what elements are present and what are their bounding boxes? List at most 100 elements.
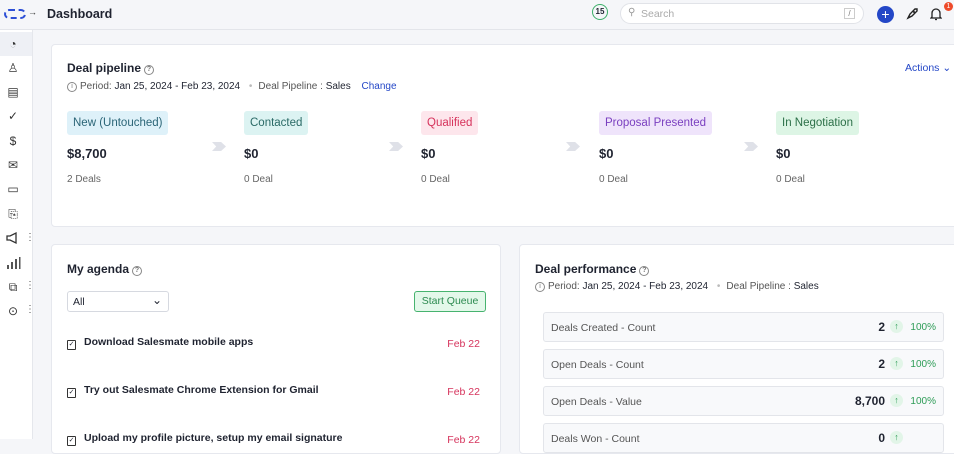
metric-change: 100% bbox=[910, 396, 936, 407]
deal-pipeline-card: Deal pipeline? i Period: Jan 25, 2024 - F… bbox=[51, 44, 954, 227]
conversations-icon[interactable]: ⧉ bbox=[8, 280, 18, 294]
task-title: Try out Salesmate Chrome Extension for G… bbox=[84, 384, 319, 396]
add-button[interactable]: + bbox=[877, 6, 894, 23]
more-menu-icon[interactable]: ⋮ bbox=[25, 304, 35, 315]
deal-performance-title-text: Deal performance bbox=[535, 262, 637, 276]
counter-badge[interactable]: 15 bbox=[592, 4, 608, 20]
metric-value: 0 bbox=[878, 431, 885, 445]
help-icon[interactable]: ? bbox=[132, 266, 143, 276]
stage-arrow-icon bbox=[389, 142, 403, 151]
agenda-filter-select[interactable]: All ⌄ bbox=[67, 291, 169, 312]
reports-icon[interactable] bbox=[5, 255, 21, 271]
campaigns-icon[interactable] bbox=[5, 230, 21, 246]
logo-icon bbox=[4, 9, 26, 19]
stage-count: 0 Deal bbox=[599, 174, 628, 185]
start-queue-button[interactable]: Start Queue bbox=[414, 291, 486, 312]
task-due-date: Feb 22 bbox=[447, 338, 480, 350]
search-shortcut: / bbox=[844, 8, 855, 19]
info-icon: i bbox=[535, 282, 545, 292]
period-label: Period: bbox=[548, 281, 580, 292]
inbox-icon[interactable]: ▭ bbox=[7, 182, 19, 196]
task-checklist-icon: ✓ bbox=[67, 340, 76, 350]
sidebar-active-bg bbox=[0, 32, 32, 56]
task-item[interactable]: ✓ Upload my profile picture, setup my ema… bbox=[67, 432, 342, 446]
stage-arrow-icon bbox=[744, 142, 758, 151]
deal-pipeline-title-text: Deal pipeline bbox=[67, 61, 142, 75]
metric-value: 8,700 bbox=[854, 394, 885, 408]
performance-row[interactable]: Open Deals - Value 8,700 ↑ 100% bbox=[543, 386, 944, 416]
arrow-up-icon: ↑ bbox=[890, 357, 903, 370]
separator-dot: • bbox=[716, 281, 721, 292]
task-item[interactable]: ✓ Download Salesmate mobile apps bbox=[67, 336, 253, 350]
my-agenda-card: My agenda? All ⌄ Start Queue ✓ Download S… bbox=[51, 244, 501, 454]
task-due-date: Feb 22 bbox=[447, 434, 480, 446]
bell-icon[interactable] bbox=[930, 7, 942, 21]
pipeline-label: Deal Pipeline : bbox=[258, 81, 323, 92]
rocket-icon[interactable] bbox=[905, 7, 919, 21]
performance-row[interactable]: Deals Created - Count 2 ↑ 100% bbox=[543, 312, 944, 342]
deal-performance-title: Deal performance? bbox=[535, 262, 650, 276]
task-due-date: Feb 22 bbox=[447, 386, 480, 398]
search-input[interactable]: Search bbox=[641, 8, 675, 20]
performance-row[interactable]: Deals Won - Count 0 ↑ bbox=[543, 423, 944, 453]
task-title: Download Salesmate mobile apps bbox=[84, 336, 254, 348]
task-title: Upload my profile picture, setup my emai… bbox=[84, 432, 343, 444]
pipeline-value: Sales bbox=[325, 81, 351, 92]
actions-dropdown[interactable]: Actions ⌄ bbox=[905, 62, 951, 74]
stage-badge[interactable]: Qualified bbox=[421, 111, 479, 135]
stage-badge[interactable]: Contacted bbox=[244, 111, 309, 135]
stage-badge[interactable]: Proposal Presented bbox=[599, 111, 713, 135]
dashboard-icon[interactable]: ◔ bbox=[9, 37, 17, 51]
deal-pipeline-title: Deal pipeline? bbox=[67, 61, 155, 75]
products-icon[interactable]: ⎘ bbox=[8, 207, 18, 221]
stage-value: $0 bbox=[776, 146, 791, 161]
search-box[interactable]: ⚲ Search / bbox=[620, 3, 864, 24]
search-icon: ⚲ bbox=[628, 7, 636, 18]
help-icon[interactable]: ? bbox=[144, 65, 155, 75]
task-checklist-icon: ✓ bbox=[67, 436, 76, 446]
more-icon[interactable]: ⊙ bbox=[7, 304, 19, 318]
agenda-filter-value: All bbox=[73, 296, 85, 308]
chevron-down-icon: ⌄ bbox=[942, 62, 952, 74]
period-value: Jan 25, 2024 - Feb 23, 2024 bbox=[114, 81, 241, 92]
page-title: Dashboard bbox=[47, 7, 113, 21]
stage-count: 0 Deal bbox=[244, 174, 273, 185]
info-icon: i bbox=[67, 82, 77, 92]
metric-label: Open Deals - Count bbox=[551, 359, 644, 371]
deal-performance-card: Deal performance? i Period: Jan 25, 2024 … bbox=[519, 244, 954, 454]
stage-badge[interactable]: New (Untouched) bbox=[67, 111, 169, 135]
deals-icon[interactable]: $ bbox=[9, 134, 17, 148]
my-agenda-title: My agenda? bbox=[67, 262, 143, 276]
performance-meta: i Period: Jan 25, 2024 - Feb 23, 2024 • De… bbox=[535, 281, 819, 292]
pipeline-meta: i Period: Jan 25, 2024 - Feb 23, 2024 • De… bbox=[67, 81, 397, 92]
task-item[interactable]: ✓ Try out Salesmate Chrome Extension for … bbox=[67, 384, 319, 398]
metric-change: 100% bbox=[910, 322, 936, 333]
sidebar: ◔ ♙ ▤ ✓ $ ✉ ▭ ⎘ ⋮ ⧉ ⋮ ⊙ ⋮ bbox=[0, 30, 35, 439]
metric-value: 2 bbox=[878, 320, 885, 334]
change-link[interactable]: Change bbox=[361, 81, 397, 92]
metric-value: 2 bbox=[878, 357, 885, 371]
separator-dot: • bbox=[248, 81, 253, 92]
notification-badge: 1 bbox=[944, 2, 953, 11]
performance-row[interactable]: Open Deals - Count 2 ↑ 100% bbox=[543, 349, 944, 379]
my-agenda-title-text: My agenda bbox=[67, 262, 130, 276]
expand-sidebar-icon[interactable]: → bbox=[28, 7, 37, 17]
metric-label: Deals Won - Count bbox=[551, 433, 640, 445]
top-bar: → Dashboard 15 ⚲ Search / + 1 bbox=[0, 0, 954, 30]
campaigns-more-icon[interactable]: ⋮ bbox=[25, 232, 35, 243]
arrow-up-icon: ↑ bbox=[890, 431, 903, 444]
arrow-up-icon: ↑ bbox=[890, 320, 903, 333]
conversations-more-icon[interactable]: ⋮ bbox=[25, 280, 35, 291]
stage-count: 0 Deal bbox=[421, 174, 450, 185]
stage-count: 2 Deals bbox=[67, 174, 101, 185]
email-icon[interactable]: ✉ bbox=[7, 158, 19, 172]
metric-label: Deals Created - Count bbox=[551, 322, 656, 334]
contacts-icon[interactable]: ♙ bbox=[7, 61, 19, 75]
tasks-icon[interactable]: ✓ bbox=[7, 109, 19, 123]
help-icon[interactable]: ? bbox=[639, 266, 650, 276]
stage-badge[interactable]: In Negotiation bbox=[776, 111, 859, 135]
stage-value: $0 bbox=[421, 146, 436, 161]
pipeline-label: Deal Pipeline : bbox=[726, 281, 791, 292]
companies-icon[interactable]: ▤ bbox=[7, 85, 19, 99]
actions-label: Actions bbox=[905, 62, 940, 74]
